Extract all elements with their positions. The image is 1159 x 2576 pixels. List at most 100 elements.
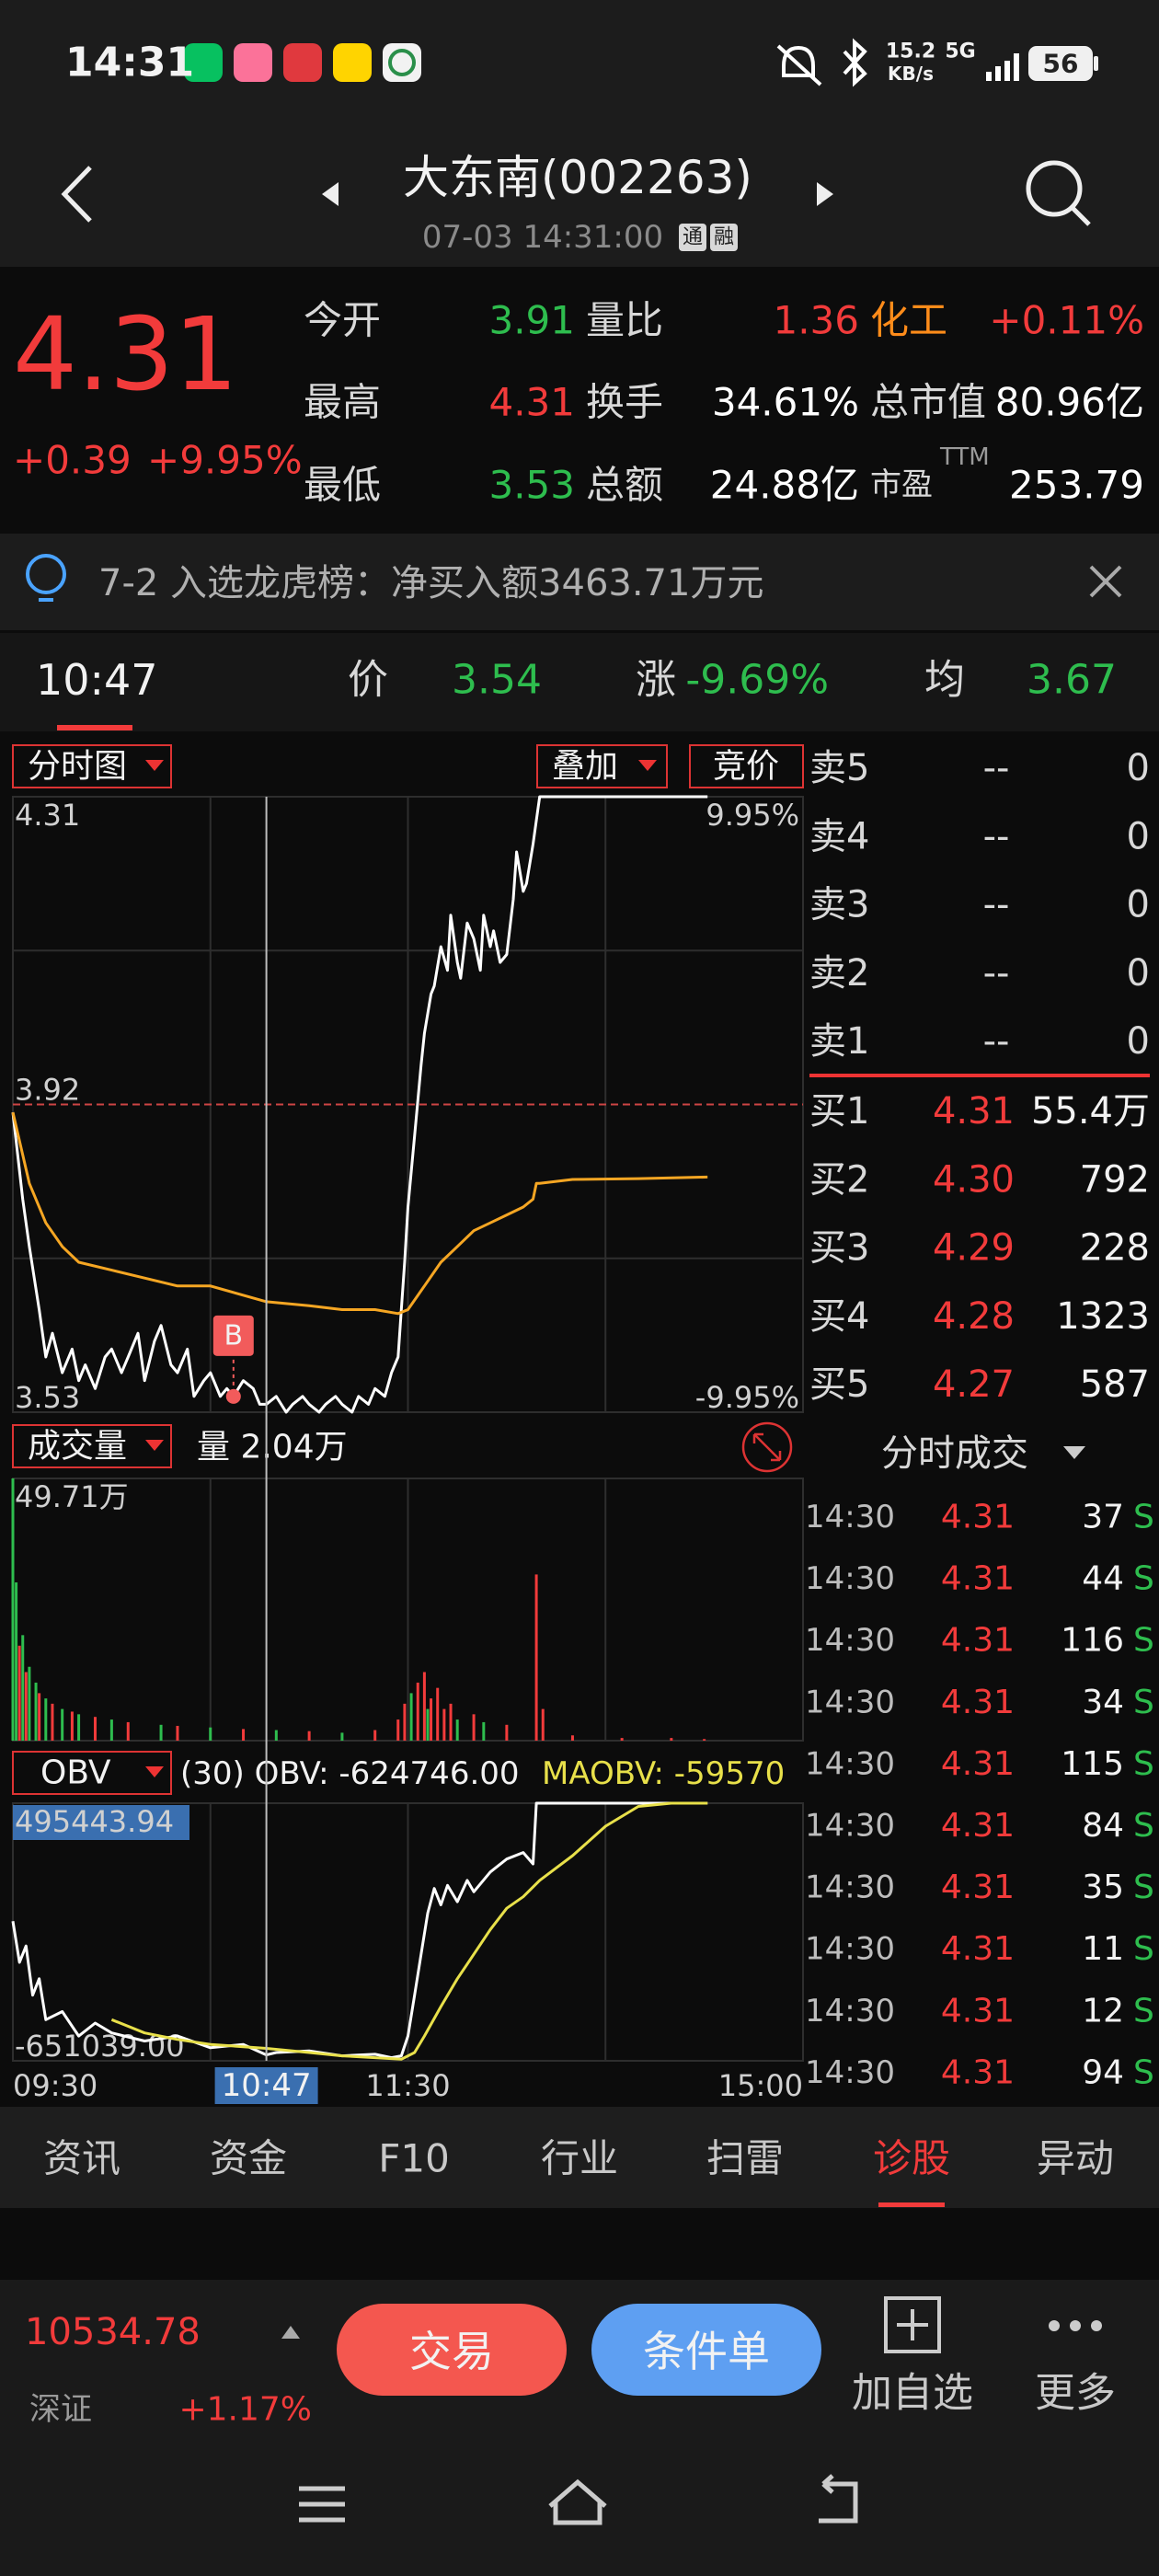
quote-value: 3.53 — [488, 463, 575, 508]
volume-bar — [24, 1672, 28, 1741]
dropdown-arrow — [1063, 1446, 1085, 1459]
y-tick-label: 3.53 — [15, 1380, 80, 1415]
quote-value: 4.31 — [488, 380, 575, 425]
trade-side: S — [1133, 1684, 1154, 1721]
dropdown-arrow — [145, 760, 164, 771]
app-icon — [283, 43, 322, 82]
volume-bar — [442, 1708, 446, 1741]
trade-time: 14:30 — [805, 1622, 895, 1659]
quote-value: 34.61% — [712, 380, 859, 425]
trade-marker — [225, 1388, 241, 1404]
volume-bar — [70, 1711, 74, 1741]
close-notice[interactable] — [1089, 565, 1122, 598]
trade-price: 4.31 — [941, 1684, 1015, 1721]
search-handle — [1071, 206, 1091, 226]
net-speed: 15.2 — [886, 40, 935, 63]
trade-price: 4.31 — [941, 2053, 1015, 2091]
volume-dropdown[interactable] — [12, 1424, 172, 1468]
search-button[interactable] — [1026, 160, 1083, 217]
volume-bar — [396, 1719, 400, 1741]
watch-icon-plus — [897, 2309, 928, 2340]
volume-bar — [534, 1574, 538, 1741]
bid-label: 买3 — [809, 1227, 869, 1270]
bid-volume: 792 — [1080, 1158, 1150, 1201]
bluetooth-icon — [843, 38, 867, 87]
chart-mode-dropdown[interactable] — [12, 744, 172, 788]
more-dot[interactable] — [1049, 2320, 1060, 2331]
tab[interactable]: 资金 — [210, 2136, 287, 2181]
bid-volume: 228 — [1080, 1227, 1150, 1270]
index-up-arrow — [281, 2326, 300, 2339]
volume-bar — [449, 1703, 453, 1741]
trade-side: S — [1133, 1560, 1154, 1598]
ask-price: -- — [983, 747, 1010, 789]
volume-bar — [11, 1478, 15, 1741]
trade-side: S — [1133, 1869, 1154, 1906]
ask-volume: 0 — [1127, 747, 1150, 789]
cursor-price: 3.54 — [452, 657, 542, 704]
bid-volume: 55.4万 — [1031, 1090, 1150, 1133]
status-time: 14:31 — [65, 40, 194, 86]
ask-volume: 0 — [1127, 952, 1150, 995]
volume-bar — [77, 1714, 81, 1741]
tabs-background — [0, 2107, 1159, 2208]
volume-bar — [51, 1703, 54, 1741]
trade-side: S — [1133, 1992, 1154, 2030]
quote-background — [0, 267, 1159, 532]
watch-icon[interactable] — [884, 2296, 941, 2353]
home-nav[interactable] — [548, 2478, 607, 2525]
volume-label: 成交量 — [28, 1428, 127, 1466]
volume-bar — [209, 1727, 212, 1741]
bid-label: 买5 — [809, 1363, 869, 1406]
previous-stock[interactable] — [322, 182, 339, 206]
more-dot[interactable] — [1070, 2320, 1081, 2331]
auction-button[interactable] — [689, 744, 804, 788]
trade-price: 4.31 — [941, 1930, 1015, 1968]
ask-label: 卖3 — [809, 884, 869, 926]
back-button[interactable] — [61, 166, 92, 223]
ask-label: 卖1 — [809, 1020, 869, 1063]
bid-label: 买1 — [809, 1090, 869, 1133]
tab[interactable]: 资讯 — [43, 2136, 120, 2181]
volume-now: 量 2.04万 — [197, 1429, 348, 1466]
trade-price: 4.31 — [941, 1992, 1015, 2030]
trade-side: S — [1133, 1499, 1154, 1536]
volume-bar — [340, 1732, 344, 1741]
volume-bar — [570, 1735, 574, 1741]
menu-nav[interactable] — [299, 2486, 345, 2523]
tab-indicator — [878, 2202, 945, 2207]
tab[interactable]: 行业 — [541, 2136, 618, 2181]
trade-time: 14:30 — [805, 2054, 895, 2091]
bid-price: 4.31 — [933, 1090, 1015, 1133]
tab[interactable]: 诊股 — [873, 2136, 950, 2181]
stock-title: 大东南(002263) — [403, 151, 752, 204]
cursor-time: 10:47 — [36, 655, 158, 705]
tab[interactable]: 异动 — [1037, 2136, 1114, 2181]
dropdown-arrow — [145, 1440, 164, 1451]
tab[interactable]: 扫雷 — [706, 2136, 784, 2181]
notice-background[interactable] — [0, 534, 1159, 630]
trade-volume: 44 — [1082, 1560, 1124, 1598]
ask-volume: 0 — [1127, 884, 1150, 926]
index-change: +1.17% — [178, 2391, 312, 2429]
notice-text: 7-2 入选龙虎榜：净买入额3463.71万元 — [98, 562, 763, 604]
trade-side: S — [1133, 2053, 1154, 2091]
indicator-dropdown[interactable] — [12, 1751, 172, 1795]
bid-label: 买4 — [809, 1295, 869, 1338]
ask-price: -- — [983, 884, 1010, 926]
condition-button[interactable] — [591, 2304, 821, 2396]
overlay-dropdown[interactable] — [536, 744, 668, 788]
expand-button[interactable] — [741, 1421, 793, 1473]
back-nav[interactable] — [819, 2474, 858, 2524]
more-dot[interactable] — [1091, 2320, 1102, 2331]
y-tick-label: 4.31 — [15, 798, 80, 833]
volume-bar — [409, 1693, 413, 1741]
next-stock[interactable] — [817, 182, 833, 206]
tab[interactable]: F10 — [378, 2136, 450, 2181]
volume-bar — [109, 1719, 113, 1741]
trade-volume: 34 — [1082, 1684, 1124, 1721]
trade-volume: 35 — [1082, 1869, 1124, 1906]
app-icon-glyph — [388, 49, 416, 76]
trade-button[interactable] — [337, 2304, 567, 2396]
ask-price: -- — [983, 952, 1010, 995]
